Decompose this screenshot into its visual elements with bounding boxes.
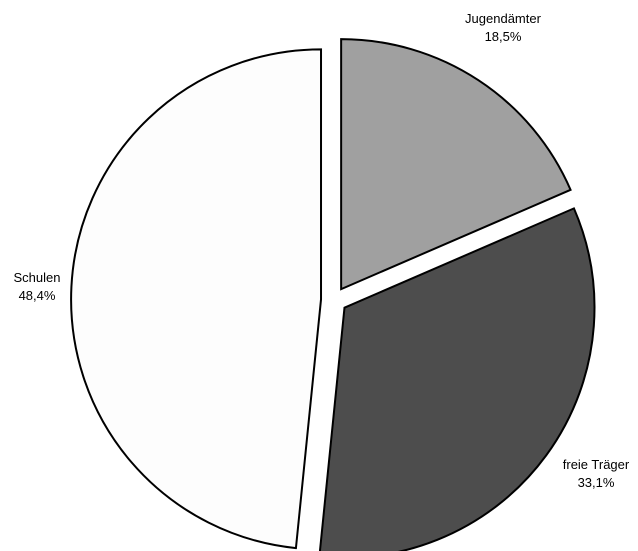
slice-label-name: Jugendämter bbox=[465, 11, 542, 26]
slice-label-value: 18,5% bbox=[485, 29, 522, 44]
pie-slice-schulen bbox=[70, 48, 323, 550]
slice-label-name: Schulen bbox=[14, 270, 61, 285]
slices-layer bbox=[70, 38, 596, 551]
slice-label-name: freie Träger bbox=[563, 457, 630, 472]
slice-label-value: 48,4% bbox=[19, 288, 56, 303]
pie-slice-freie-träger bbox=[318, 207, 596, 551]
pie-slice-jugendämter bbox=[340, 38, 572, 291]
labels-layer: Jugendämter 18,5% freie Träger 33,1% Schulen… bbox=[14, 11, 630, 490]
slice-label-value: 33,1% bbox=[578, 475, 615, 490]
